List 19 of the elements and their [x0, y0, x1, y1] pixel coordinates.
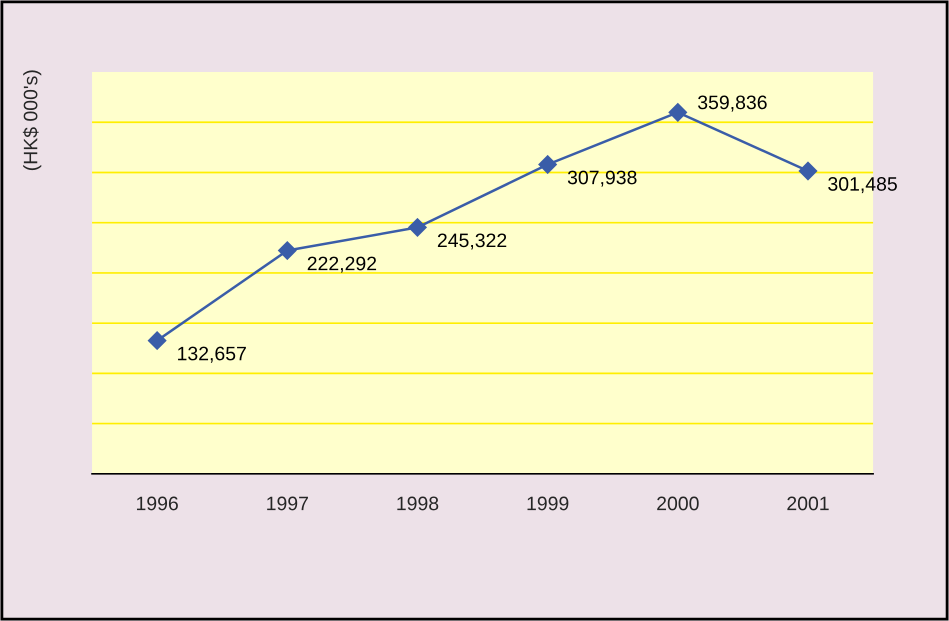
x-tick-label: 1996 [136, 496, 178, 510]
point [798, 162, 818, 180]
data-label: 301,485 [828, 177, 897, 194]
point [278, 241, 297, 260]
x-tick-label: 1998 [397, 496, 438, 510]
point [148, 331, 166, 350]
y-axis-title: (HK$ 000's) [22, 70, 42, 170]
data-label: 245,322 [438, 233, 506, 250]
x-tick-label: 1997 [267, 496, 308, 510]
x-tick-label: 2000 [657, 496, 699, 510]
point [668, 103, 688, 122]
point [538, 155, 558, 174]
x-tick-label: 1999 [528, 496, 568, 510]
data-label: 222,292 [308, 256, 376, 273]
x-tick-label: 2001 [787, 496, 829, 510]
data-label: 307,938 [568, 170, 637, 187]
data-label: 132,657 [178, 346, 246, 363]
data-label: 359,836 [698, 95, 767, 112]
point [408, 218, 427, 237]
